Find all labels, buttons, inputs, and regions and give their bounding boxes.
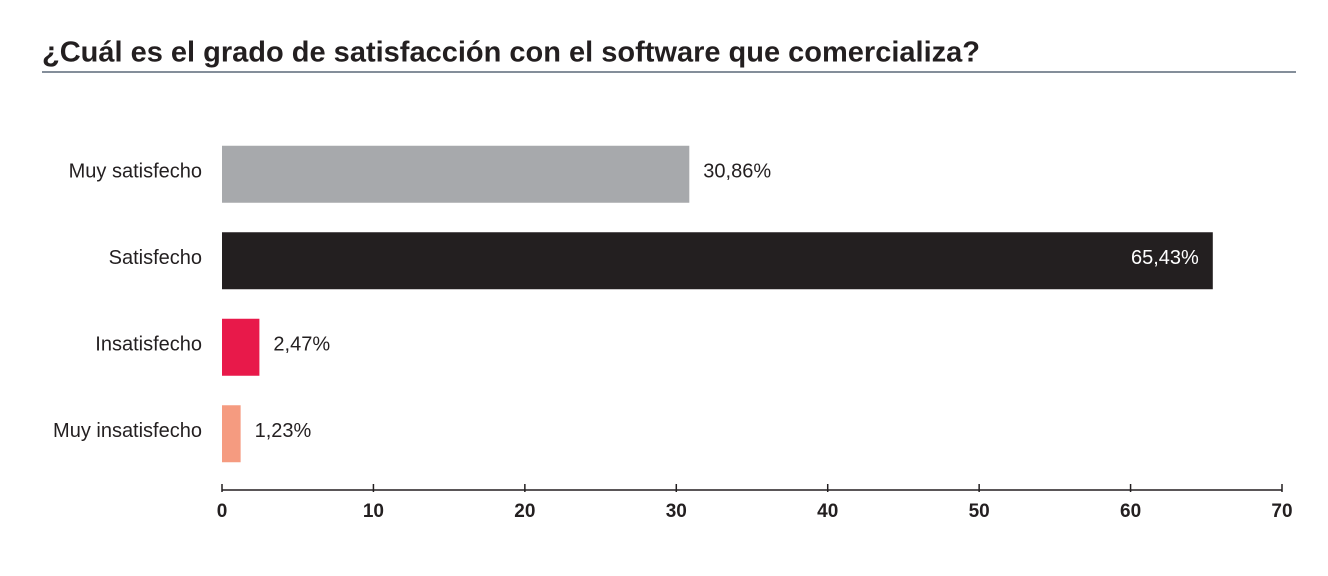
bar [222, 232, 1213, 290]
category-label: Insatisfecho [95, 334, 202, 356]
x-tick-label: 40 [817, 501, 838, 522]
value-label: 1,23% [255, 420, 312, 442]
value-label: 30,86% [703, 161, 771, 183]
category-label: Muy insatisfecho [53, 420, 202, 442]
category-label: Satisfecho [109, 247, 202, 269]
x-tick-label: 30 [666, 501, 687, 522]
x-tick-label: 70 [1271, 501, 1292, 522]
value-label: 65,43% [1131, 247, 1199, 269]
bar [222, 318, 260, 376]
x-tick-label: 20 [514, 501, 535, 522]
x-tick-label: 0 [217, 501, 228, 522]
bar [222, 145, 690, 203]
category-label: Muy satisfecho [69, 161, 202, 183]
x-tick-label: 10 [363, 501, 384, 522]
x-tick-label: 50 [969, 501, 990, 522]
x-tick-label: 60 [1120, 501, 1141, 522]
chart-title: ¿Cuál es el grado de satisfacción con el… [42, 37, 980, 69]
value-label: 2,47% [273, 334, 330, 356]
bar [222, 405, 241, 463]
